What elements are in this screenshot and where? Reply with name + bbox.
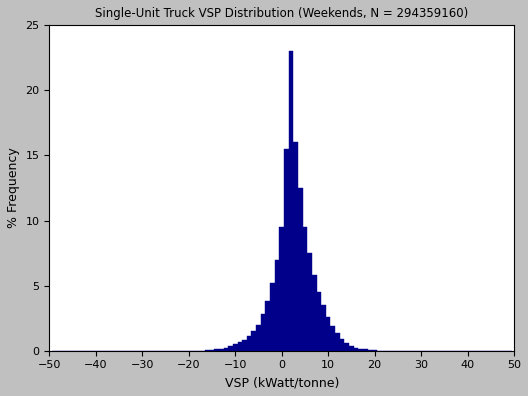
Bar bbox=[219, 349, 224, 351]
Bar bbox=[367, 350, 372, 351]
Bar bbox=[210, 350, 214, 351]
Bar bbox=[317, 292, 321, 351]
Bar bbox=[284, 149, 289, 351]
Bar bbox=[266, 301, 270, 351]
Bar bbox=[321, 305, 326, 351]
Bar bbox=[228, 346, 233, 351]
Bar bbox=[238, 342, 242, 351]
Bar bbox=[233, 344, 238, 351]
Bar bbox=[326, 317, 331, 351]
X-axis label: VSP (kWatt/tonne): VSP (kWatt/tonne) bbox=[224, 376, 339, 389]
Bar bbox=[363, 350, 367, 351]
Bar bbox=[214, 350, 219, 351]
Bar bbox=[256, 325, 261, 351]
Title: Single-Unit Truck VSP Distribution (Weekends, N = 294359160): Single-Unit Truck VSP Distribution (Week… bbox=[95, 7, 468, 20]
Bar bbox=[279, 227, 284, 351]
Bar bbox=[261, 314, 266, 351]
Bar bbox=[307, 253, 312, 351]
Bar bbox=[335, 333, 340, 351]
Bar bbox=[298, 188, 303, 351]
Bar bbox=[205, 350, 210, 351]
Bar bbox=[331, 326, 335, 351]
Bar bbox=[303, 227, 307, 351]
Y-axis label: % Frequency: % Frequency bbox=[7, 148, 20, 228]
Bar bbox=[354, 348, 359, 351]
Bar bbox=[359, 349, 363, 351]
Bar bbox=[344, 343, 349, 351]
Bar bbox=[294, 143, 298, 351]
Bar bbox=[251, 331, 256, 351]
Bar bbox=[247, 337, 251, 351]
Bar bbox=[224, 348, 228, 351]
Bar bbox=[275, 260, 279, 351]
Bar bbox=[289, 51, 294, 351]
Bar bbox=[312, 275, 317, 351]
Bar bbox=[340, 339, 344, 351]
Bar bbox=[270, 283, 275, 351]
Bar bbox=[242, 340, 247, 351]
Bar bbox=[349, 346, 354, 351]
Bar bbox=[372, 350, 377, 351]
